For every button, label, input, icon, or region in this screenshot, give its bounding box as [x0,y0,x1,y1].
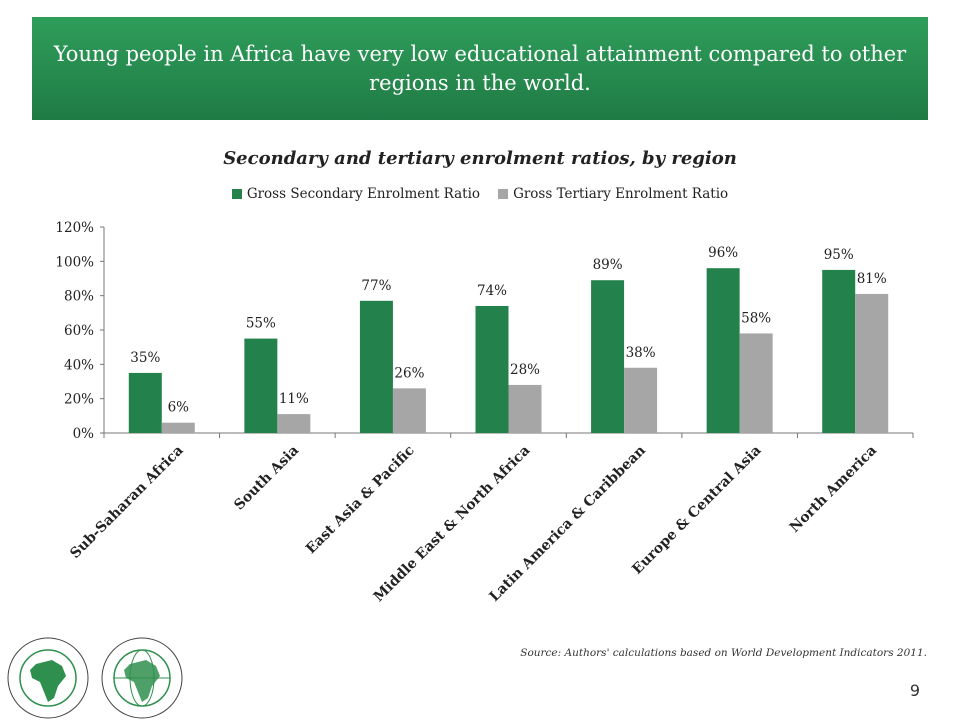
data-label-secondary: 35% [130,350,160,366]
bar-tertiary [739,333,773,433]
bar-secondary [475,305,509,433]
bar-tertiary [161,422,195,433]
page-number: 9 [909,681,920,700]
legend-label-tertiary: Gross Tertiary Enrolment Ratio [513,186,729,202]
y-tick-label: 0% [73,426,95,442]
data-label-tertiary: 58% [741,310,771,326]
afdb-logo [7,637,89,719]
logos [7,637,183,719]
source-note: Source: Authors' calculations based on W… [520,647,927,659]
data-label-tertiary: 28% [510,362,540,378]
legend-item-secondary: Gross Secondary Enrolment Ratio [231,186,481,202]
adf-logo [101,637,183,719]
title-banner: Young people in Africa have very low edu… [32,17,928,120]
category-label: Europe & Central Asia [629,443,764,578]
category-label: South Asia [231,443,302,514]
bar-tertiary [392,388,426,433]
legend-swatch-secondary [231,189,242,199]
bar-secondary [359,300,393,433]
bar-secondary [128,372,162,433]
chart-title: Secondary and tertiary enrolment ratios,… [223,148,737,169]
y-tick-label: 20% [64,392,94,408]
chart-legend: Gross Secondary Enrolment Ratio Gross Te… [0,186,960,202]
data-label-secondary: 96% [708,245,738,261]
category-label: East Asia & Pacific [303,443,418,558]
y-tick-label: 120% [55,220,94,236]
bar-secondary [244,338,278,433]
data-label-tertiary: 38% [626,345,656,361]
bar-secondary [591,280,625,433]
data-label-tertiary: 6% [168,400,190,416]
bar-tertiary [624,367,658,433]
bar-secondary [706,268,740,433]
data-label-secondary: 74% [477,283,507,299]
data-label-tertiary: 26% [394,365,424,381]
data-label-tertiary: 81% [857,271,887,287]
category-label: Sub-Saharan Africa [67,443,186,562]
bar-secondary [822,269,856,433]
data-label-secondary: 95% [824,247,854,263]
legend-label-secondary: Gross Secondary Enrolment Ratio [246,186,481,202]
category-label: North America [787,443,880,536]
data-label-secondary: 77% [361,278,391,294]
bar-chart: 0% 20% 40% 60% 80% 100% 120% 35% 6% Sub-Saharan A… [55,220,914,605]
legend-item-tertiary: Gross Tertiary Enrolment Ratio [498,186,728,202]
bar-tertiary [855,293,889,433]
data-label-secondary: 55% [246,316,276,332]
data-label-tertiary: 11% [279,391,309,407]
data-label-secondary: 89% [593,257,623,273]
y-tick-label: 100% [55,254,94,270]
bar-tertiary [508,384,542,433]
y-tick-label: 40% [64,357,94,373]
legend-swatch-tertiary [498,189,509,199]
slide-title: Young people in Africa have very low edu… [53,41,907,95]
y-tick-label: 60% [64,323,94,339]
y-tick-label: 80% [64,289,94,305]
bar-tertiary [277,414,311,433]
